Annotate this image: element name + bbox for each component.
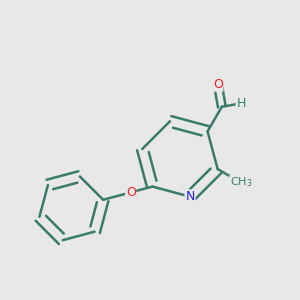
Text: O: O	[126, 186, 136, 199]
Text: O: O	[213, 78, 223, 91]
Text: CH$_3$: CH$_3$	[230, 176, 252, 190]
Text: N: N	[185, 190, 195, 203]
Text: H: H	[236, 97, 246, 110]
